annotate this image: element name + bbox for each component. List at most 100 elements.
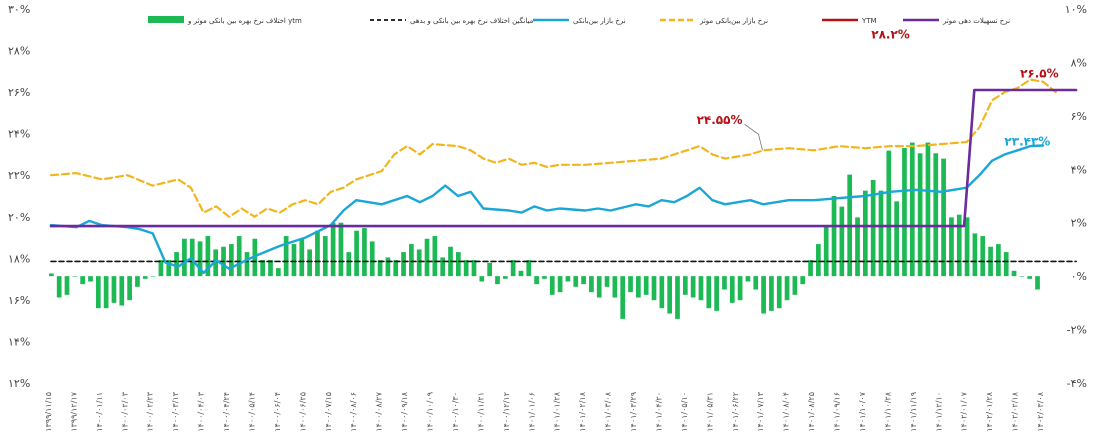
y-right-tick-label: ۲% xyxy=(1071,217,1087,230)
spread-bar xyxy=(385,257,391,277)
series-line-effective xyxy=(49,78,1057,218)
legend-label-effective: نرخ بازار بین‌بانکی موثر xyxy=(699,17,768,25)
x-tick-label: ۱۴۰۱/۰۵/۳۱ xyxy=(705,392,714,432)
spread-bar xyxy=(205,236,211,277)
x-tick-label: ۱۴۰۱/۰۸/۰۴ xyxy=(782,392,791,432)
spread-bar xyxy=(776,276,782,309)
spread-bar xyxy=(620,276,626,319)
spread-bar xyxy=(362,228,367,277)
x-tick-label: ۱۴۰۰/۰۸/۲۷ xyxy=(375,391,384,431)
spread-bar xyxy=(628,276,633,293)
spread-bar xyxy=(722,276,727,290)
legend-label-ytm: YTM xyxy=(861,17,877,25)
spread-bar xyxy=(542,276,547,279)
spread-bar xyxy=(72,276,78,277)
spread-bar xyxy=(894,201,899,277)
spread-bar xyxy=(549,276,555,295)
spread-bar xyxy=(479,276,485,282)
y-right-tick-label: ۶% xyxy=(1071,110,1087,123)
x-tick-label: ۱۴۰۱/۰۷/۱۳ xyxy=(756,391,765,431)
spread-bar xyxy=(463,260,469,277)
x-tick-label: ۱۴۰۰/۰۱/۱۱ xyxy=(95,392,104,432)
spread-bar xyxy=(1019,276,1025,277)
spread-bar xyxy=(1027,276,1033,279)
spread-bar xyxy=(119,276,125,306)
y-left-tick-label: ۱۲% xyxy=(8,377,30,390)
spread-bar xyxy=(95,276,101,309)
y-left-tick-label: ۲۸% xyxy=(8,45,30,58)
spread-bar xyxy=(174,252,179,277)
x-tick-label: ۱۴۰۰/۰۴/۲۴ xyxy=(222,392,231,432)
spread-bar xyxy=(393,260,399,277)
spread-bar xyxy=(784,276,790,301)
y-left-tick-label: ۱۴% xyxy=(8,335,30,348)
x-tick-label: ۱۴۰۱/۰۳/۰۸ xyxy=(604,391,613,431)
x-tick-label: ۱۴۰۱/۰۹/۱۶ xyxy=(833,392,842,432)
x-tick-label: ۱۴۰۰/۱۰/۰۹ xyxy=(426,392,435,432)
x-tick-label: ۱۴۰۰/۰۲/۲۳ xyxy=(146,391,155,431)
y-left-tick-label: ۲۰% xyxy=(8,211,30,224)
x-tick-label: ۱۴۰۰/۰۹/۱۸ xyxy=(400,391,409,431)
spread-bar xyxy=(268,260,273,277)
spread-bar xyxy=(823,225,829,277)
spread-bar xyxy=(729,276,735,303)
y-right-tick-label: -۴% xyxy=(1067,377,1087,390)
spread-bar xyxy=(142,276,148,279)
spread-bar xyxy=(769,276,774,311)
spread-bar xyxy=(557,276,563,293)
y-left-tick-label: ۲۴% xyxy=(8,128,30,141)
spread-bar xyxy=(471,260,477,277)
spread-bar xyxy=(346,252,352,277)
spread-bar xyxy=(870,179,876,277)
spread-bar xyxy=(80,276,86,285)
spread-bar xyxy=(902,147,907,277)
spread-bar xyxy=(510,260,516,277)
spread-bar xyxy=(636,276,641,298)
x-tick-label: ۱۴۰۲/۰۱/۰۷ xyxy=(960,391,969,431)
spread-bar xyxy=(596,276,602,298)
spread-bar xyxy=(455,252,461,277)
x-tick-label: ۱۳۹۹/۱۱/۱۵ xyxy=(44,392,53,432)
spread-bar xyxy=(956,214,962,277)
spread-bar xyxy=(659,276,665,309)
spread-bar xyxy=(518,270,524,277)
x-tick-label: ۱۴۰۰/۱۱/۲۱ xyxy=(476,392,485,432)
spread-bar xyxy=(103,276,109,309)
x-tick-label: ۱۴۰۰/۰۷/۱۵ xyxy=(324,392,333,432)
spread-bar xyxy=(800,276,806,285)
x-tick-label: ۱۴۰۰/۰۶/۰۴ xyxy=(273,392,282,432)
spread-bar xyxy=(49,273,54,277)
x-tick-label: ۱۴۰۱/۱۱/۱۹ xyxy=(909,392,918,432)
spread-bar xyxy=(886,150,892,277)
spread-bar xyxy=(315,230,320,277)
annotation-label: ۲۳.۴۳% xyxy=(1004,135,1050,149)
spread-bar xyxy=(307,249,312,277)
spread-bar xyxy=(933,153,939,277)
spread-bar xyxy=(487,262,492,277)
spread-bar xyxy=(534,276,539,285)
x-tick-label: ۱۳۹۹/۱۲/۱۷ xyxy=(69,391,78,431)
x-tick-label: ۱۴۰۰/۰۸/۰۶ xyxy=(349,392,358,432)
y-left-tick-label: ۲۶% xyxy=(8,86,30,99)
spread-bar xyxy=(980,236,986,277)
spread-bar xyxy=(213,249,219,277)
y-right-tick-label: ۴% xyxy=(1071,163,1087,176)
x-tick-label: ۱۴۰۰/۱۲/۱۲ xyxy=(502,392,511,432)
spread-bar xyxy=(878,190,884,277)
spread-bar xyxy=(604,276,610,287)
spread-bar xyxy=(714,276,719,311)
spread-bar xyxy=(792,276,798,295)
spread-bar xyxy=(158,260,164,277)
spread-bar xyxy=(127,276,132,301)
x-tick-label: ۱۴۰۱/۱۲/۱۰ xyxy=(934,392,943,432)
spread-bar xyxy=(291,244,297,277)
spread-bar xyxy=(581,276,586,285)
spread-bar xyxy=(753,276,759,290)
spread-bar xyxy=(855,217,860,277)
spread-bar xyxy=(745,276,751,282)
legend-swatch-bars xyxy=(148,16,184,23)
legend-label-repo: نرخ تسهیلات دهی موثر xyxy=(942,17,1010,25)
spread-bar xyxy=(64,276,70,295)
spread-bar xyxy=(996,244,1001,277)
